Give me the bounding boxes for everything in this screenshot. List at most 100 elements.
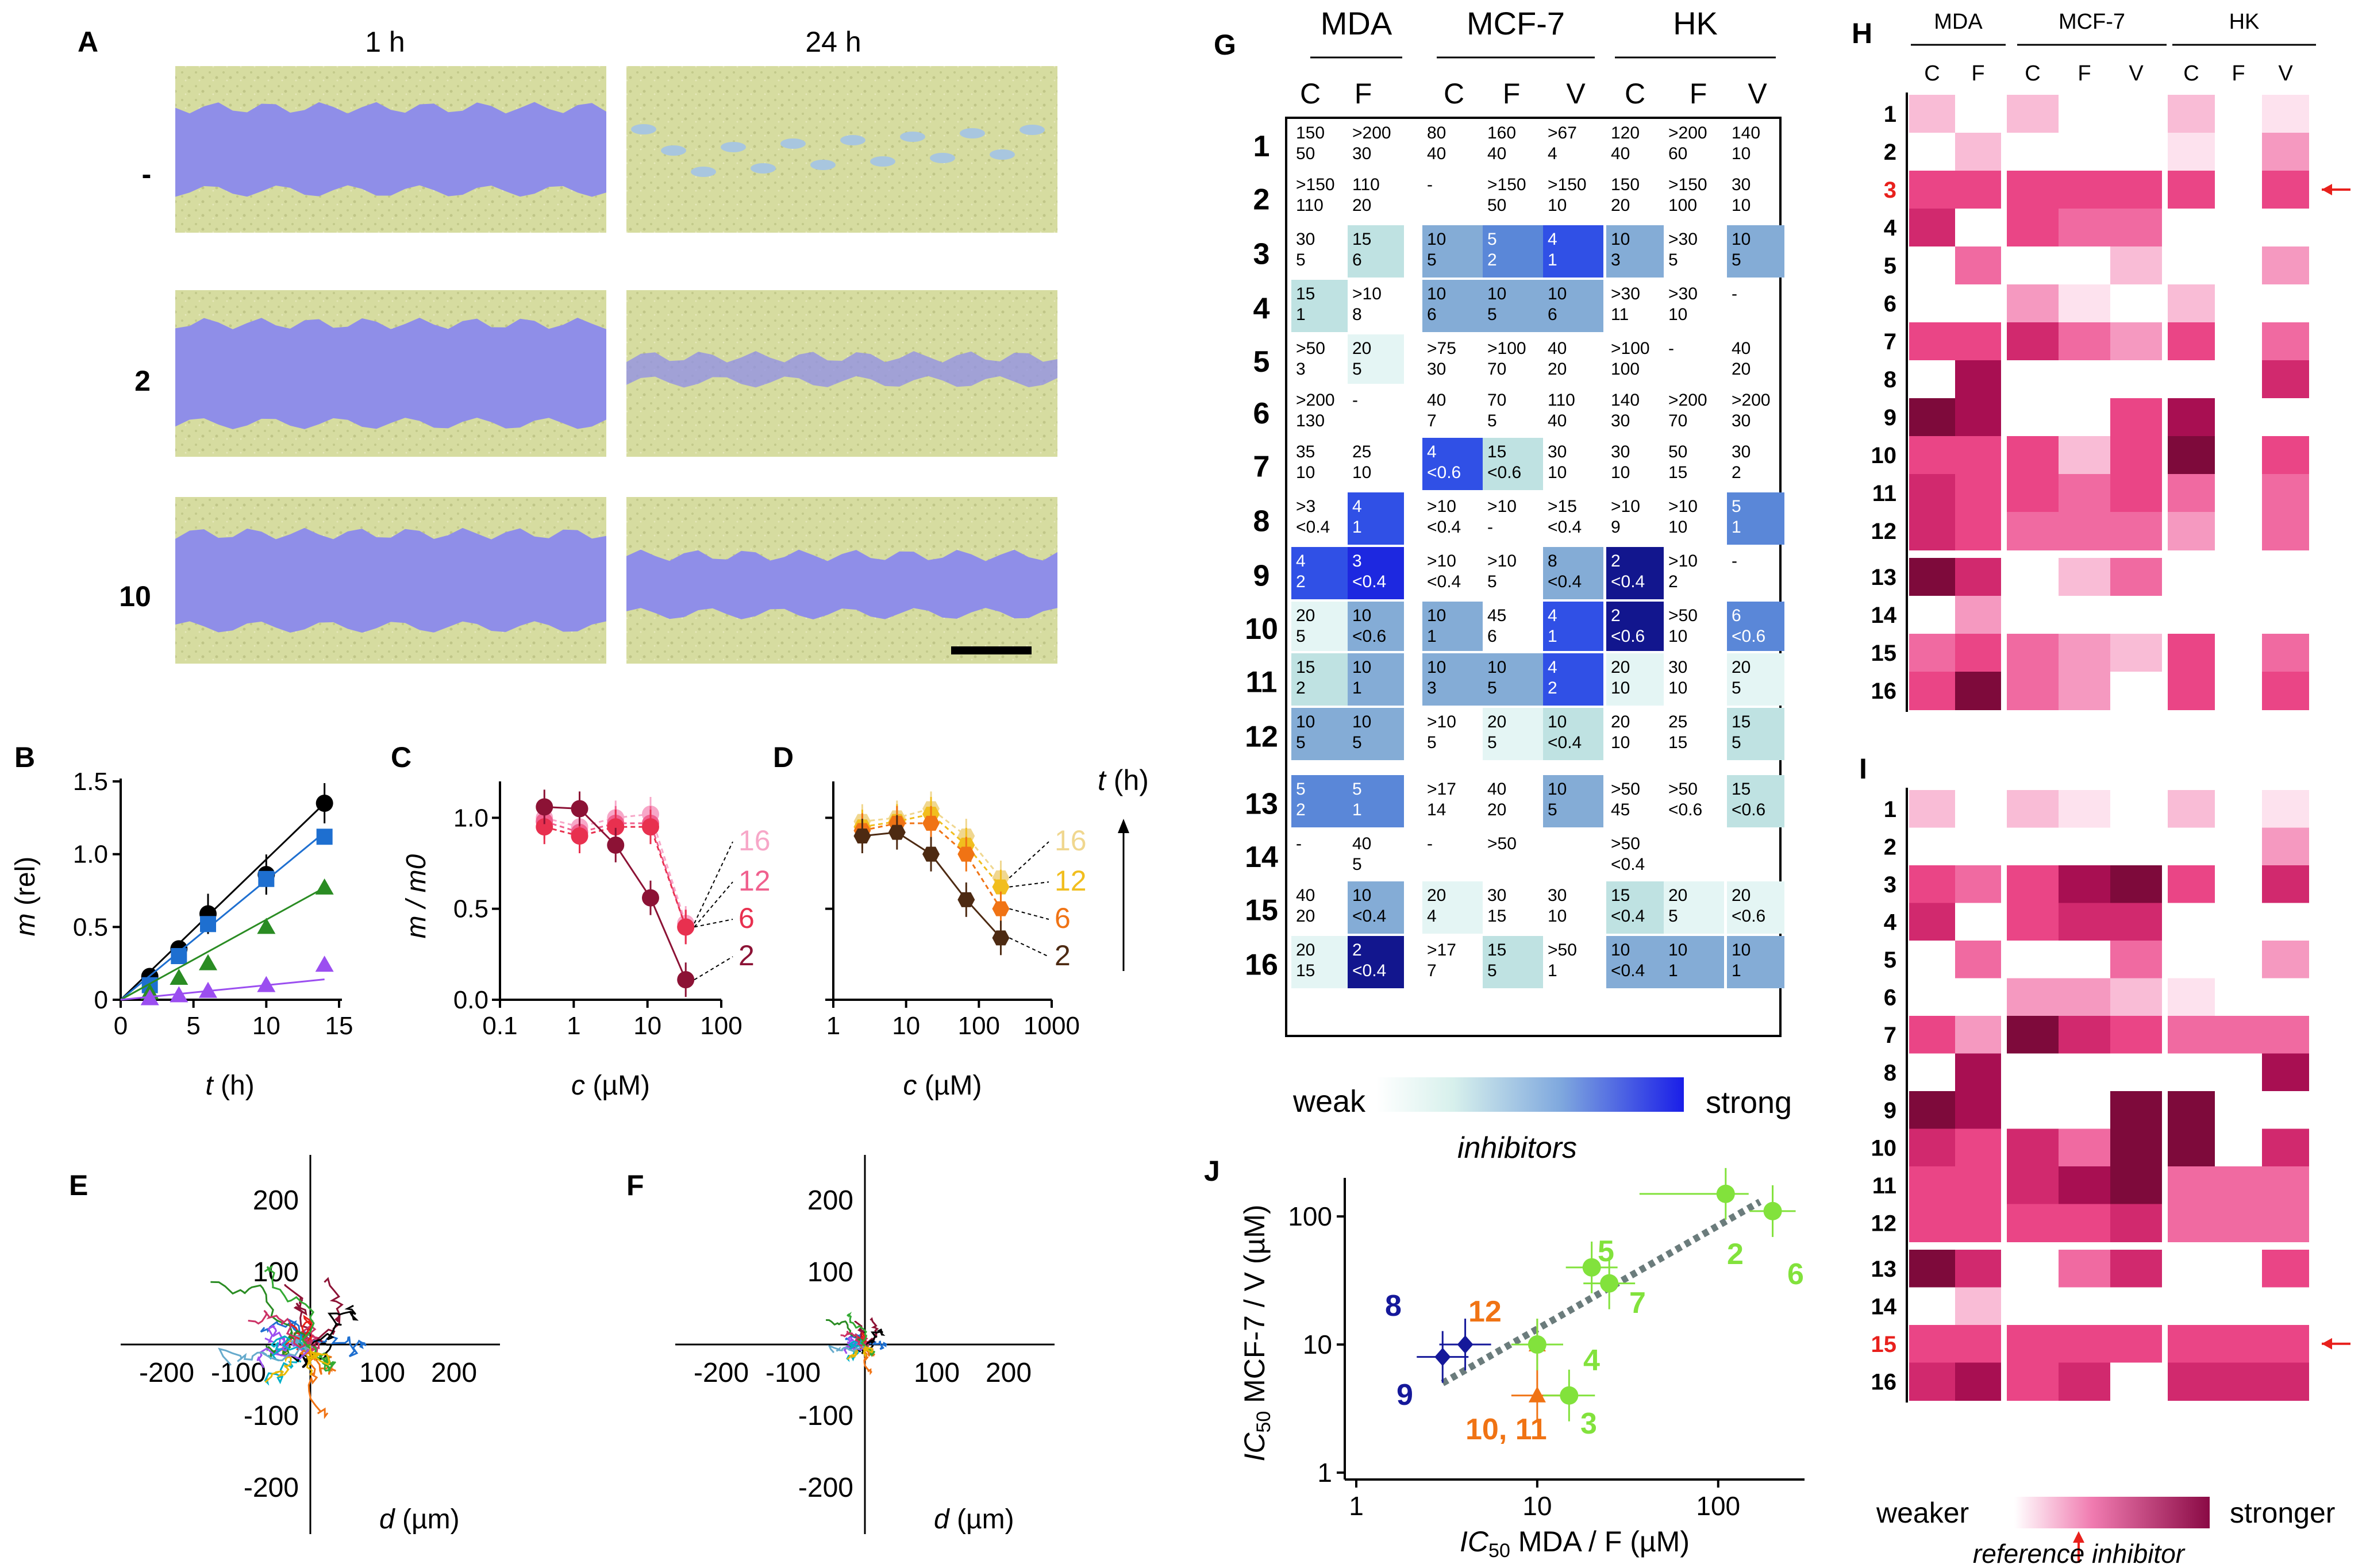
panel-g-table: 1 15050>20030804016040>67412040>200601401… xyxy=(1245,5,1792,1165)
cell-bg xyxy=(1727,775,1784,827)
ic50-upper: >10 xyxy=(1611,497,1640,516)
x-axis-label: t (h) xyxy=(205,1070,254,1101)
heat-cell xyxy=(1909,1053,1955,1092)
heat-cell xyxy=(2007,978,2059,1016)
ic50-lower: 3 xyxy=(1611,251,1621,269)
row-label: 2 xyxy=(1884,834,1896,860)
cell-bg xyxy=(1348,653,1404,706)
ic50-lower: 20 xyxy=(1732,360,1751,379)
heat-cell xyxy=(1909,558,1955,596)
ic50-upper: 120 xyxy=(1611,124,1640,142)
subheader: F xyxy=(1971,61,1984,86)
heat-cell xyxy=(2168,246,2215,285)
heat-cell xyxy=(2007,596,2059,634)
legend-leader xyxy=(694,956,733,981)
y-axis-unit: (rel) xyxy=(10,857,41,914)
heat-cell xyxy=(2110,1250,2162,1288)
ic50-lower: 1 xyxy=(1352,679,1362,698)
point-12 xyxy=(992,879,1010,895)
heat-cell xyxy=(2007,903,2059,941)
ic50-lower: 5 xyxy=(1352,855,1362,874)
ic50-upper: 15 xyxy=(1296,284,1315,303)
ic50-lower: 1 xyxy=(1548,251,1557,269)
heat-cell xyxy=(1955,903,2001,941)
point-blue xyxy=(171,948,187,964)
legend-leader xyxy=(1009,881,1049,888)
ic50-upper: - xyxy=(1732,284,1737,303)
heat-cell xyxy=(2168,95,2215,133)
ic50-upper: >67 xyxy=(1548,124,1577,142)
point-label: 7 xyxy=(1629,1286,1646,1320)
cell-track xyxy=(301,1324,321,1353)
heat-cell xyxy=(1909,322,1955,361)
heat-cell xyxy=(2168,1016,2215,1054)
ic50-upper: >50 xyxy=(1668,780,1698,799)
ic50-lower: 40 xyxy=(1487,144,1506,163)
heat-cell xyxy=(2059,398,2110,437)
ic50-upper: 50 xyxy=(1668,442,1687,461)
micrograph-r2-c1-wound xyxy=(626,549,1057,619)
point-2 xyxy=(1716,1184,1735,1203)
point-label: 10, 11 xyxy=(1465,1413,1547,1446)
heat-cell xyxy=(2110,512,2162,550)
ic50-upper: 10 xyxy=(1427,230,1446,249)
point-triangle xyxy=(257,976,276,992)
heat-cell xyxy=(2168,474,2215,513)
ic50-upper: 10 xyxy=(1611,230,1630,249)
ic50-lower: 10 xyxy=(1668,305,1687,324)
ic50-upper: >17 xyxy=(1427,780,1456,799)
heat-cell xyxy=(1909,634,1955,672)
heat-cell xyxy=(1955,1287,2001,1326)
ic50-upper: 20 xyxy=(1296,606,1315,625)
x-axis-label: d (µm) xyxy=(934,1504,1014,1535)
heat-cell xyxy=(1909,1204,1955,1242)
ic50-upper: 30 xyxy=(1668,658,1687,677)
heat-cell xyxy=(2168,1128,2215,1167)
heat-cell xyxy=(2110,436,2162,475)
wound-remnant xyxy=(751,163,776,174)
heat-cell xyxy=(1909,209,1955,247)
heat-cell xyxy=(2215,903,2262,941)
cell-track xyxy=(310,1304,359,1346)
heat-cell xyxy=(2262,398,2309,437)
point-label: 9 xyxy=(1396,1378,1413,1412)
ic50-lower: 130 xyxy=(1296,411,1325,430)
heat-cell xyxy=(2110,1128,2162,1167)
ic50-upper: >10 xyxy=(1668,552,1698,571)
row-label: 8 xyxy=(1884,1060,1896,1085)
y-tick-label: 0.5 xyxy=(453,895,488,923)
row-label: 11 xyxy=(1872,481,1896,506)
ic50-lower: 10 xyxy=(1296,463,1315,482)
ic50-upper: 10 xyxy=(1548,780,1567,799)
subheader: C xyxy=(2183,61,2199,86)
point-blue xyxy=(316,829,333,845)
heat-cell xyxy=(1909,474,1955,513)
ic50-upper: >50 xyxy=(1487,834,1517,853)
panel-f-trajectories: -200 -100 100 200 200 100 -100 -200 d (µm) xyxy=(675,1155,1055,1535)
y-tick-label: -100 xyxy=(244,1401,299,1431)
ic50-upper: >10 xyxy=(1427,552,1456,571)
ic50-lower: <0.4 xyxy=(1548,733,1582,752)
wound-remnant xyxy=(631,124,656,134)
heat-cell xyxy=(1955,1091,2001,1130)
panel-b-chart: 0 5 10 15 0 0.5 1.0 1.5 t (h) m (rel) xyxy=(10,768,353,1101)
row-label: 7 xyxy=(1884,329,1896,355)
heat-cell xyxy=(2059,436,2110,475)
ic50-upper: >10 xyxy=(1668,497,1698,516)
ic50-lower: 10 xyxy=(1668,679,1687,698)
ic50-upper: >50 xyxy=(1611,780,1640,799)
y-tick-label: 100 xyxy=(253,1257,299,1288)
ic50-upper: 45 xyxy=(1487,606,1506,625)
ic50-upper: >100 xyxy=(1487,339,1526,358)
point-6 xyxy=(992,901,1010,916)
x-tick-label: 200 xyxy=(431,1358,477,1388)
ic50-upper: 40 xyxy=(1548,339,1567,358)
x-tick-label: 10 xyxy=(1522,1491,1552,1521)
ic50-lower: 1 xyxy=(1548,627,1557,646)
cell-bg xyxy=(1422,225,1483,278)
point-triangle xyxy=(257,918,276,934)
ic50-lower: 2 xyxy=(1487,251,1497,269)
ic50-lower: <0.4 xyxy=(1611,572,1645,591)
x-tick-label: 1 xyxy=(1349,1491,1364,1521)
